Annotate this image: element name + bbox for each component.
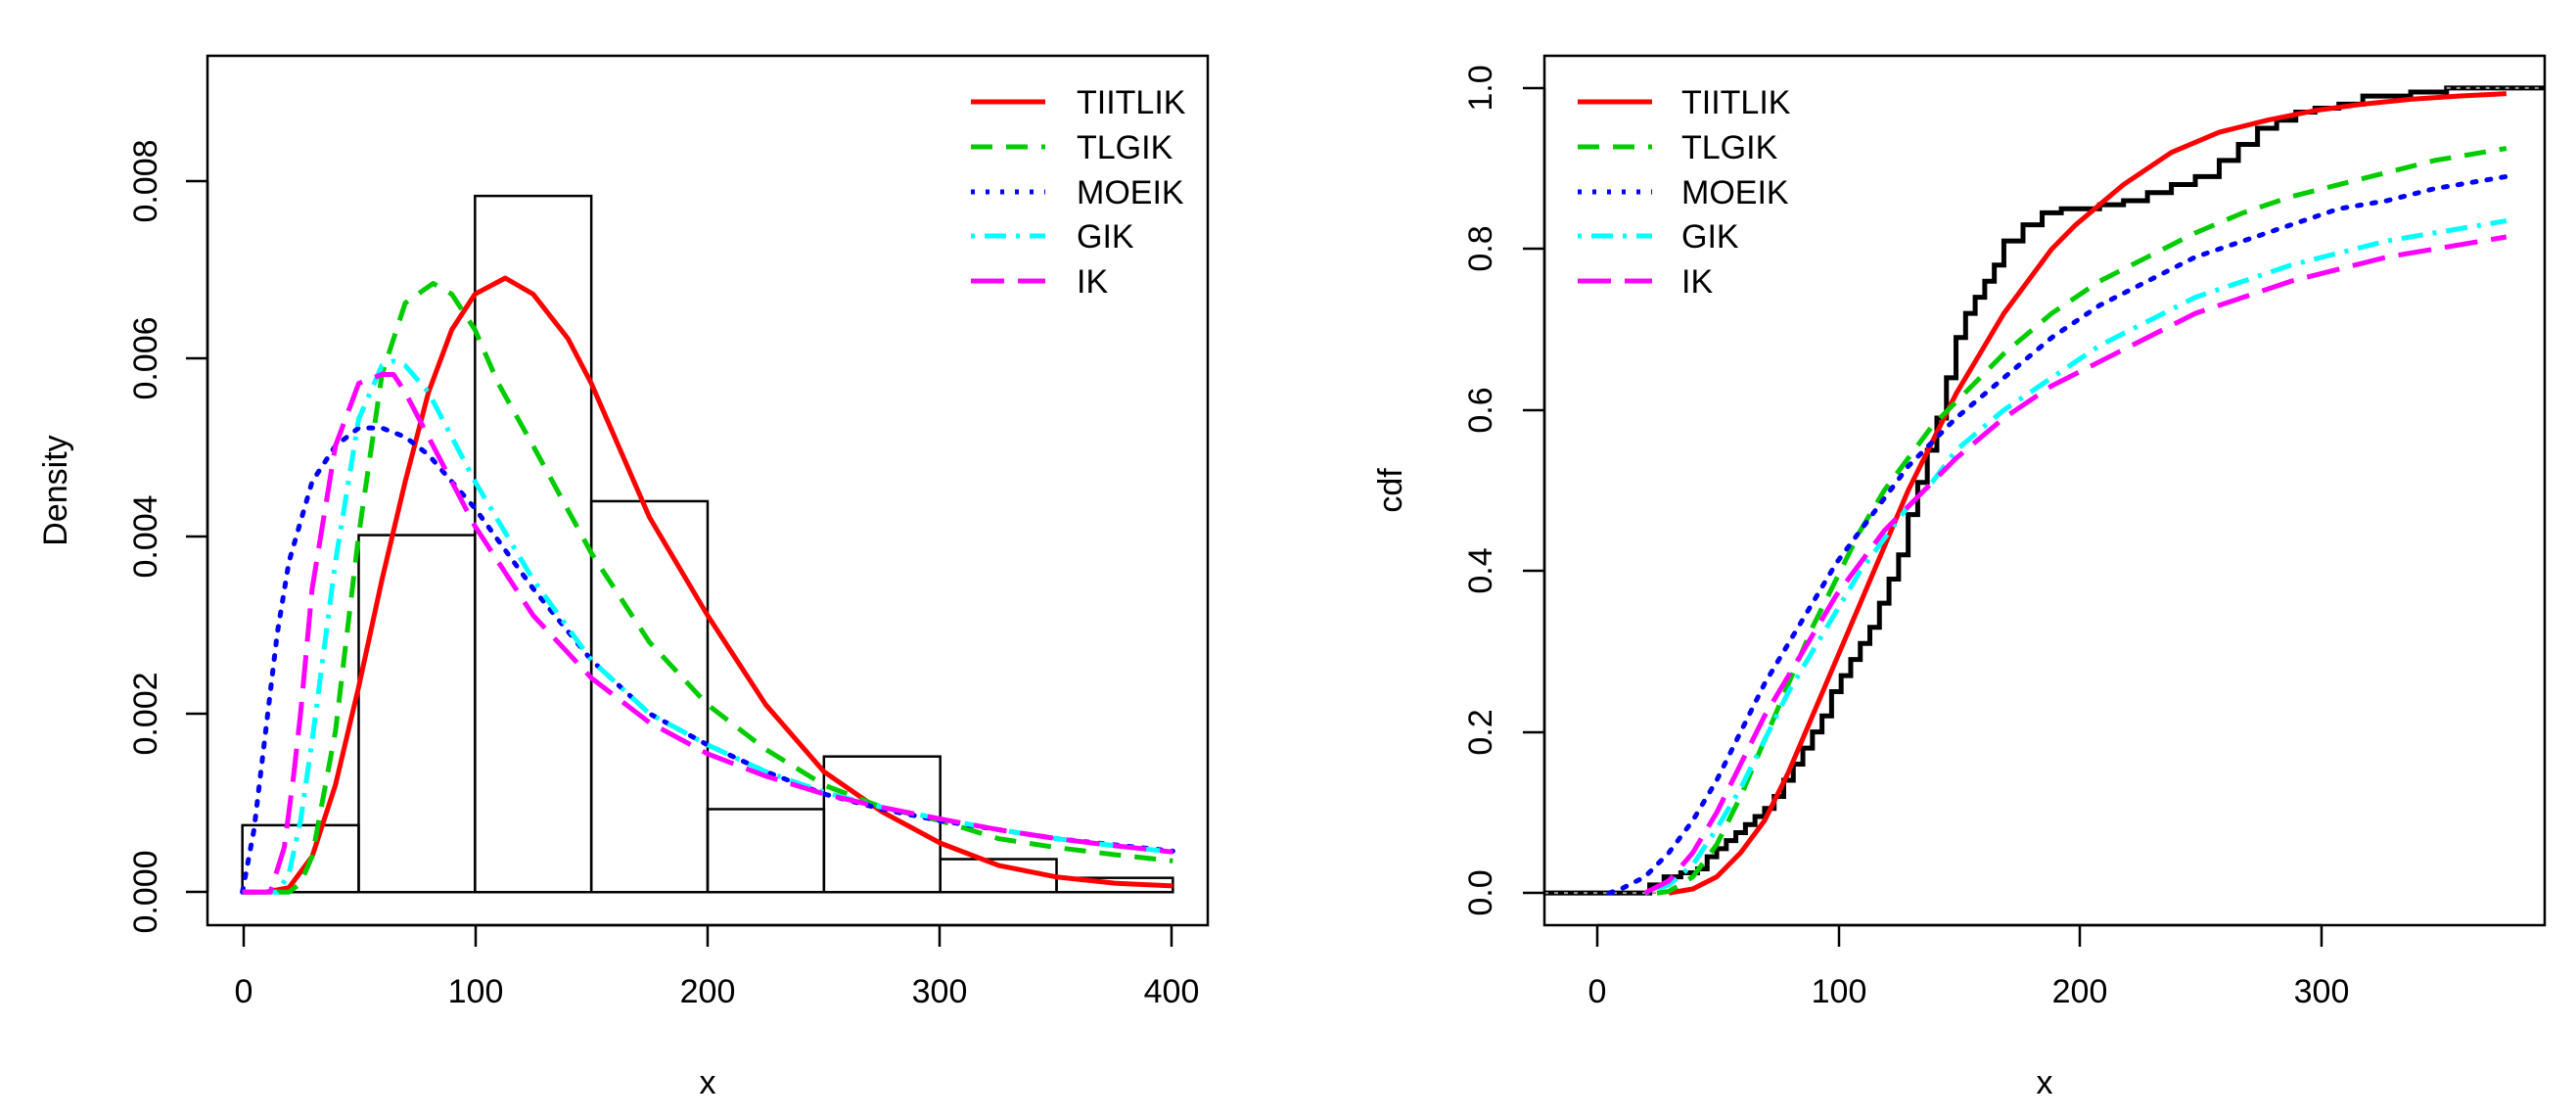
cdf-y-tick-label: 1.0 [1462,65,1499,111]
density-y-tick-label: 0.004 [127,494,164,578]
density-panel: 0 100 200 300 400 x 0.000 0.002 0.004 0.… [37,54,1210,1101]
legend-label: MOEIK [1077,174,1184,211]
series-line-ik [1643,234,2507,896]
legend-label: GIK [1681,218,1739,256]
density-x-tick-label: 300 [912,973,968,1010]
series-line-moeik [1606,173,2509,896]
series-line-tlgik [242,280,1173,895]
cdf-y-axis: 0.0 0.2 0.4 0.6 0.8 1.0 cdf [1372,65,1546,916]
density-x-tick-label: 100 [448,973,504,1010]
density-y-tick-label: 0.008 [127,139,164,222]
cdf-x-axis-title: x [2037,1064,2053,1101]
series-line-ik [242,371,1173,895]
histogram-bar [241,823,360,894]
density-y-axis-title: Density [37,435,74,545]
histogram-bar [589,499,710,894]
series-line-gik [1643,218,2507,896]
cdf-y-tick-label: 0.0 [1462,869,1499,915]
density-y-tick-label: 0.000 [127,850,164,933]
density-legend: TIITLIK TLGIK MOEIK GIK IK [971,84,1186,301]
legend-label: IK [1077,263,1108,301]
cdf-x-tick-label: 300 [2294,973,2350,1010]
ecdf-step-line [1544,85,2545,896]
histogram-bar [474,194,593,894]
cdf-panel: 0 100 200 300 x 0.0 0.2 0.4 0.6 0.8 1.0 … [1372,54,2547,1101]
legend-label: TLGIK [1681,129,1778,166]
cdf-y-tick-label: 0.8 [1462,225,1499,271]
cdf-y-tick-label: 0.2 [1462,709,1499,755]
cdf-y-axis-title: cdf [1372,468,1409,513]
histogram-bar [706,808,826,894]
density-x-tick-label: 0 [235,973,253,1010]
cdf-x-tick-label: 100 [1812,973,1867,1010]
cdf-x-tick-label: 0 [1588,973,1607,1010]
density-x-tick-label: 200 [680,973,736,1010]
cdf-plot-area [1544,85,2545,896]
density-y-tick-label: 0.002 [127,672,164,755]
density-x-axis: 0 100 200 300 400 x [235,923,1200,1101]
cdf-y-tick-label: 0.4 [1462,547,1499,593]
density-y-tick-label: 0.006 [127,316,164,399]
histogram-bar [357,534,477,894]
density-x-axis-title: x [700,1064,716,1101]
cdf-legend: TIITLIK TLGIK MOEIK GIK IK [1578,84,1791,301]
legend-label: GIK [1077,218,1134,256]
legend-label: TIITLIK [1681,84,1791,121]
density-y-axis: 0.000 0.002 0.004 0.006 0.008 Density [37,139,209,934]
series-line-tiitlik [242,275,1173,895]
density-x-tick-label: 400 [1144,973,1200,1010]
cdf-y-tick-label: 0.6 [1462,387,1499,433]
cdf-x-tick-label: 200 [2052,973,2108,1010]
series-line-tiitlik [1668,91,2507,896]
legend-label: TLGIK [1077,129,1173,166]
cdf-x-axis: 0 100 200 300 x [1588,923,2350,1101]
histogram-bar [822,755,942,894]
density-plot-area [240,194,1175,895]
legend-label: MOEIK [1681,174,1789,211]
legend-label: IK [1681,263,1713,301]
legend-label: TIITLIK [1077,84,1186,121]
